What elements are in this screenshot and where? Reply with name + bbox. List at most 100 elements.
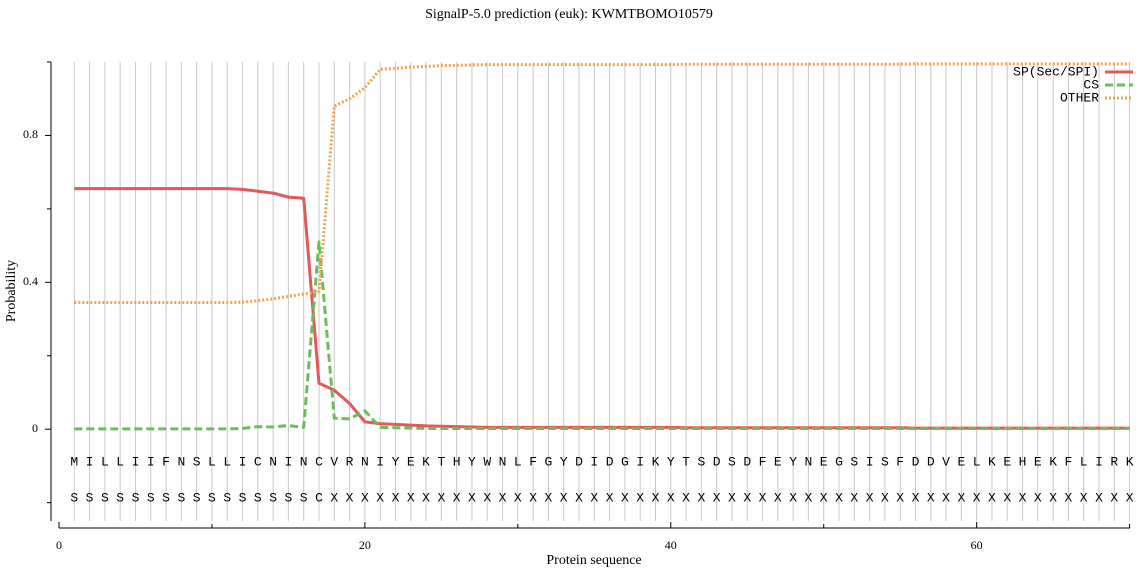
residue: F — [759, 454, 767, 469]
residue-label: X — [606, 490, 614, 505]
residue-label: X — [881, 490, 889, 505]
series-line — [74, 240, 1130, 431]
residue: H — [453, 454, 461, 469]
residue-label: X — [728, 490, 736, 505]
residue-label: X — [1126, 490, 1134, 505]
chart-title: SignalP-5.0 prediction (euk): KWMTBOMO10… — [425, 7, 713, 22]
residue: T — [437, 454, 445, 469]
residue: K — [1126, 454, 1134, 469]
residue-label: X — [437, 490, 445, 505]
residue-label: X — [835, 490, 843, 505]
residue-label: X — [453, 490, 461, 505]
residue-label: X — [376, 490, 384, 505]
residue: V — [330, 454, 338, 469]
residue-label: X — [942, 490, 950, 505]
residue-label: X — [346, 490, 354, 505]
residue-label: X — [590, 490, 598, 505]
residue: N — [177, 454, 185, 469]
residue-label: X — [392, 490, 400, 505]
residue-label: S — [147, 490, 155, 505]
residue: K — [422, 454, 430, 469]
residue-label: S — [223, 490, 231, 505]
residue: G — [621, 454, 629, 469]
residue-label: S — [70, 490, 78, 505]
residue: D — [912, 454, 920, 469]
residue-label: X — [1049, 490, 1057, 505]
residue-label: X — [483, 490, 491, 505]
series-line — [74, 62, 1130, 305]
residue-label: X — [1080, 490, 1088, 505]
residue: D — [606, 454, 614, 469]
residue: D — [743, 454, 751, 469]
residue: E — [407, 454, 415, 469]
residue: I — [866, 454, 874, 469]
residue-label: X — [973, 490, 981, 505]
residue-label: X — [866, 490, 874, 505]
residue-label: X — [545, 490, 553, 505]
residue-label: S — [239, 490, 247, 505]
residue: Y — [468, 454, 476, 469]
residue: K — [1049, 454, 1057, 469]
x-tick-label: 40 — [665, 538, 677, 552]
residue: S — [881, 454, 889, 469]
residue: L — [101, 454, 109, 469]
residue: Y — [560, 454, 568, 469]
residue-label: X — [636, 490, 644, 505]
residue: R — [346, 454, 354, 469]
residue: D — [575, 454, 583, 469]
residue-label: S — [86, 490, 94, 505]
residue-label: X — [896, 490, 904, 505]
residue-label: X — [499, 490, 507, 505]
residue-label: X — [988, 490, 996, 505]
residue: L — [514, 454, 522, 469]
residue-label: X — [529, 490, 537, 505]
residue-label: X — [468, 490, 476, 505]
residue-label: X — [682, 490, 690, 505]
residue: N — [300, 454, 308, 469]
residue-label: S — [162, 490, 170, 505]
legend-label: SP(Sec/SPI) — [1013, 64, 1099, 79]
residue-label: X — [759, 490, 767, 505]
x-tick-label: 60 — [971, 538, 983, 552]
residue: T — [682, 454, 690, 469]
residue: F — [1065, 454, 1073, 469]
residue-label: X — [1034, 490, 1042, 505]
residue-label: X — [1110, 490, 1118, 505]
residue: I — [1095, 454, 1103, 469]
residue-label: X — [621, 490, 629, 505]
residue: W — [483, 454, 491, 469]
residue-label: X — [789, 490, 797, 505]
residue: L — [973, 454, 981, 469]
residue: I — [86, 454, 94, 469]
residue: I — [147, 454, 155, 469]
residue: F — [896, 454, 904, 469]
x-tick-label: 20 — [359, 538, 371, 552]
residue: N — [805, 454, 813, 469]
residue-label: S — [208, 490, 216, 505]
residue-label: S — [132, 490, 140, 505]
residue: R — [1110, 454, 1118, 469]
residue: Y — [392, 454, 400, 469]
y-tick-label: 0.8 — [23, 127, 38, 141]
residue: N — [269, 454, 277, 469]
residue-label: X — [422, 490, 430, 505]
residue-label: X — [912, 490, 920, 505]
residue: F — [529, 454, 537, 469]
residue: I — [636, 454, 644, 469]
residue: D — [927, 454, 935, 469]
residue: Y — [789, 454, 797, 469]
residue: G — [835, 454, 843, 469]
residue-label: S — [116, 490, 124, 505]
residue-label: X — [330, 490, 338, 505]
residue-label: X — [697, 490, 705, 505]
residue: S — [850, 454, 858, 469]
residue-label: X — [850, 490, 858, 505]
residue: Y — [667, 454, 675, 469]
residue: K — [652, 454, 660, 469]
residue-label: S — [254, 490, 262, 505]
residue-label: X — [361, 490, 369, 505]
residue: L — [223, 454, 231, 469]
residue-label: X — [667, 490, 675, 505]
residue: E — [1003, 454, 1011, 469]
